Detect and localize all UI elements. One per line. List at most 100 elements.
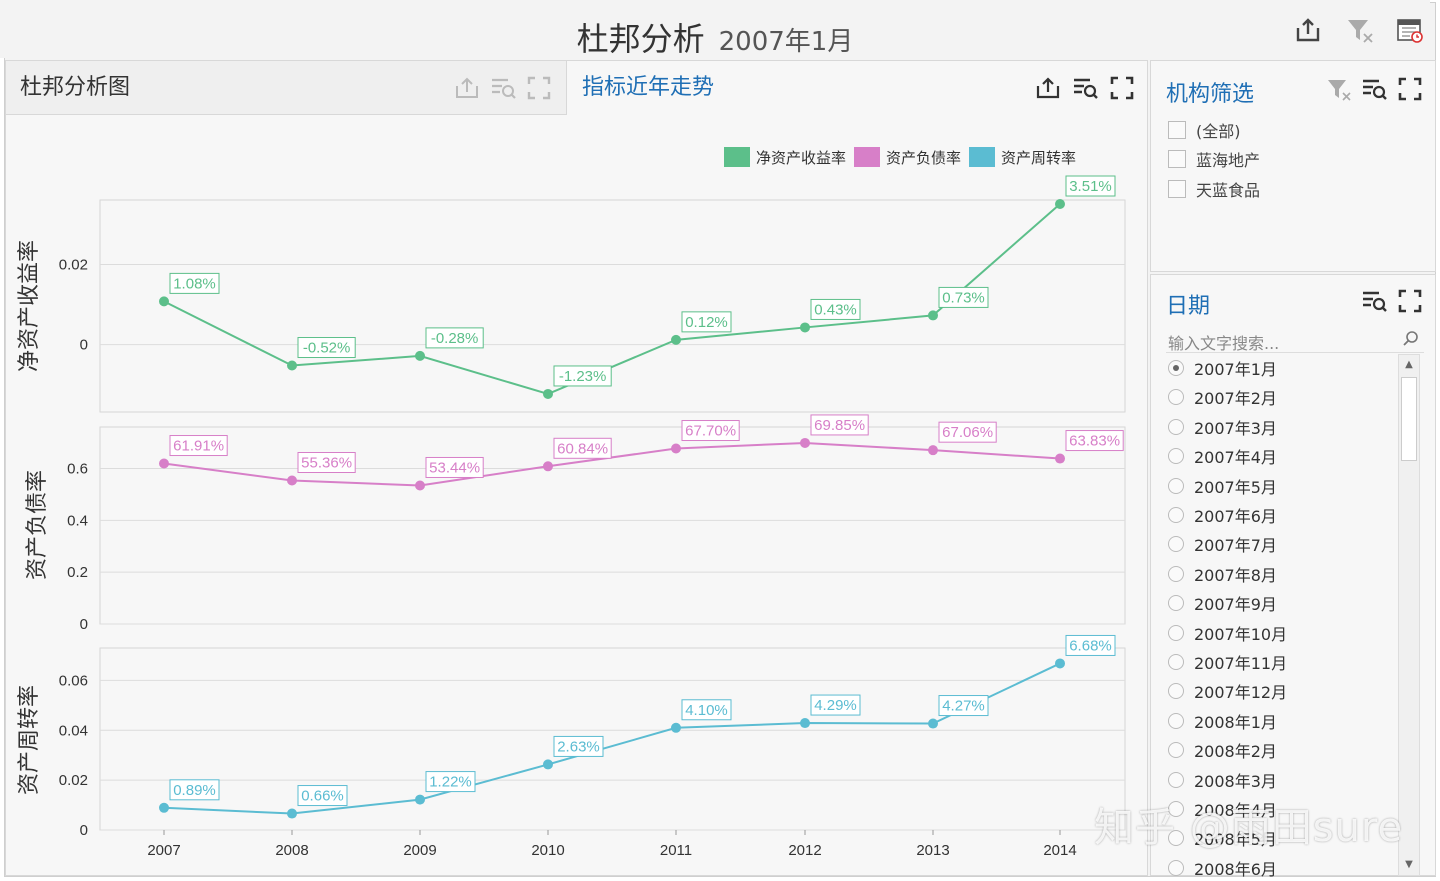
date-radio[interactable] — [1168, 860, 1184, 876]
data-point[interactable] — [159, 802, 169, 813]
date-option[interactable]: 2008年5月 — [1168, 826, 1277, 850]
org-checkbox[interactable] — [1168, 180, 1186, 198]
data-point[interactable] — [928, 310, 938, 321]
date-radio[interactable] — [1168, 713, 1184, 729]
data-point[interactable] — [1055, 453, 1065, 464]
data-point[interactable] — [800, 718, 810, 729]
date-option[interactable]: 2008年1月 — [1168, 709, 1277, 733]
data-point[interactable] — [415, 480, 425, 491]
date-radio[interactable] — [1168, 419, 1184, 435]
data-point[interactable] — [1055, 658, 1065, 669]
y-tick-label: 0.02 — [59, 257, 88, 274]
date-option[interactable]: 2007年4月 — [1168, 444, 1277, 468]
scroll-thumb[interactable] — [1401, 377, 1417, 461]
tab2-fullscreen-icon[interactable] — [1109, 75, 1135, 101]
data-point[interactable] — [800, 437, 810, 448]
data-point[interactable] — [928, 718, 938, 729]
data-point[interactable] — [671, 443, 681, 454]
calendar-icon[interactable] — [1396, 16, 1424, 44]
date-radio[interactable] — [1168, 507, 1184, 523]
date-option[interactable]: 2007年10月 — [1168, 621, 1287, 645]
date-option[interactable]: 2007年12月 — [1168, 679, 1287, 703]
date-option[interactable]: 2007年8月 — [1168, 562, 1277, 586]
date-option-label: 2008年5月 — [1194, 830, 1277, 849]
data-point[interactable] — [671, 722, 681, 733]
date-radio[interactable] — [1168, 801, 1184, 817]
data-point[interactable] — [287, 808, 297, 819]
tab2-export-icon[interactable] — [1035, 75, 1061, 101]
org-fullscreen-icon[interactable] — [1397, 76, 1423, 102]
data-label-box — [1065, 430, 1124, 452]
data-point[interactable] — [159, 458, 169, 469]
data-label-box — [169, 435, 228, 457]
org-clear-filter-icon[interactable] — [1326, 76, 1352, 102]
legend-label-turnover: 资产周转率 — [1001, 148, 1077, 167]
y-tick-label: 0.02 — [59, 772, 88, 789]
date-option[interactable]: 2008年4月 — [1168, 797, 1277, 821]
data-point[interactable] — [1055, 199, 1065, 210]
date-radio[interactable] — [1168, 478, 1184, 494]
scroll-down-icon[interactable]: ▼ — [1405, 859, 1413, 870]
org-filter-icon[interactable] — [1361, 76, 1387, 102]
date-option-label: 2007年12月 — [1194, 683, 1288, 702]
date-radio[interactable] — [1168, 742, 1184, 758]
date-radio[interactable] — [1168, 448, 1184, 464]
tab1-filter-icon[interactable] — [490, 75, 516, 101]
date-radio[interactable] — [1168, 595, 1184, 611]
tab1-export-icon[interactable] — [454, 75, 480, 101]
date-filter-icon[interactable] — [1361, 288, 1387, 314]
date-radio[interactable] — [1168, 360, 1184, 376]
data-point[interactable] — [159, 296, 169, 307]
org-checkbox[interactable] — [1168, 121, 1186, 139]
date-option[interactable]: 2007年7月 — [1168, 532, 1277, 556]
date-radio[interactable] — [1168, 654, 1184, 670]
date-option[interactable]: 2008年3月 — [1168, 768, 1277, 792]
data-point[interactable] — [543, 759, 553, 770]
data-point[interactable] — [415, 794, 425, 805]
org-checkbox[interactable] — [1168, 150, 1186, 168]
data-label-box — [938, 695, 989, 717]
data-point[interactable] — [287, 360, 297, 371]
scroll-up-icon[interactable]: ▲ — [1405, 359, 1413, 370]
org-option-tianlan[interactable]: 天蓝食品 — [1168, 177, 1260, 201]
date-radio[interactable] — [1168, 772, 1184, 788]
date-search-input[interactable]: 输入文字搜索... — [1166, 328, 1424, 353]
date-radio[interactable] — [1168, 683, 1184, 699]
date-option-label: 2007年10月 — [1194, 625, 1288, 644]
date-option[interactable]: 2007年2月 — [1168, 385, 1277, 409]
date-option-label: 2007年8月 — [1194, 566, 1277, 585]
date-radio[interactable] — [1168, 625, 1184, 641]
data-point[interactable] — [543, 388, 553, 399]
tab-trend[interactable]: 指标近年走势 — [568, 61, 968, 115]
data-point[interactable] — [543, 461, 553, 472]
data-point[interactable] — [671, 334, 681, 345]
tab2-filter-icon[interactable] — [1072, 75, 1098, 101]
data-label-box — [681, 420, 740, 442]
date-radio[interactable] — [1168, 830, 1184, 846]
data-point[interactable] — [928, 445, 938, 456]
export-icon[interactable] — [1294, 16, 1322, 44]
date-option[interactable]: 2008年6月 — [1168, 856, 1277, 880]
data-point[interactable] — [800, 322, 810, 333]
data-label-box — [1065, 175, 1116, 197]
date-option[interactable]: 2008年2月 — [1168, 738, 1277, 762]
data-point[interactable] — [287, 475, 297, 486]
tab-dupont-chart[interactable]: 杜邦分析图 — [6, 61, 567, 115]
org-filter-title: 机构筛选 — [1166, 82, 1255, 107]
date-option[interactable]: 2007年9月 — [1168, 591, 1277, 615]
clear-filter-icon[interactable] — [1346, 16, 1374, 44]
date-option[interactable]: 2007年1月 — [1168, 356, 1277, 380]
data-point[interactable] — [415, 350, 425, 361]
date-scrollbar[interactable]: ▲ ▼ — [1398, 354, 1420, 876]
date-radio[interactable] — [1168, 536, 1184, 552]
date-option[interactable]: 2007年5月 — [1168, 474, 1277, 498]
org-option-all[interactable]: (全部) — [1168, 118, 1241, 142]
date-option[interactable]: 2007年6月 — [1168, 503, 1277, 527]
date-radio[interactable] — [1168, 566, 1184, 582]
date-option[interactable]: 2007年3月 — [1168, 415, 1277, 439]
date-fullscreen-icon[interactable] — [1397, 288, 1423, 314]
org-option-lanhai[interactable]: 蓝海地产 — [1168, 147, 1260, 171]
date-option[interactable]: 2007年11月 — [1168, 650, 1287, 674]
date-radio[interactable] — [1168, 389, 1184, 405]
tab1-fullscreen-icon[interactable] — [526, 75, 552, 101]
